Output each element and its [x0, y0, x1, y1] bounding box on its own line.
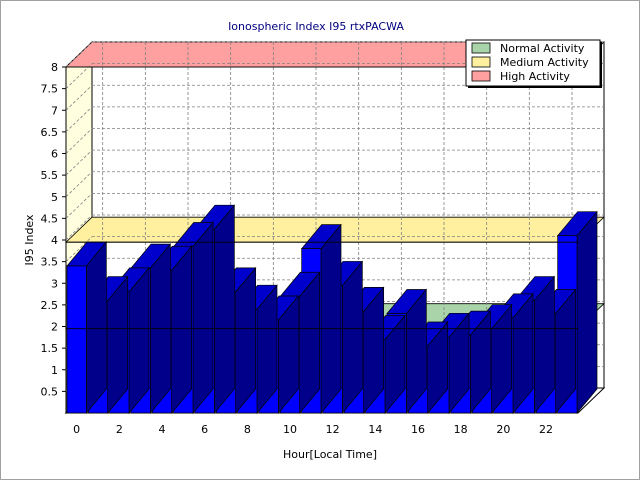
y-tick-label: 4 [51, 234, 58, 247]
y-tick-label: 8 [51, 61, 58, 74]
wall-gridline [65, 63, 93, 89]
legend-label-2: High Activity [500, 70, 570, 83]
y-axis-ticks: 0.5 1 1.5 2 2.5 3 3.5 4 4.5 5 5.5 6 6.5 7 7.5 8 [41, 61, 66, 398]
wall-gridline [65, 193, 93, 219]
wall-gridline [65, 214, 93, 241]
y-tick-label: 2 [51, 321, 58, 334]
x-tick-label: 22 [539, 423, 553, 436]
bar-side [192, 221, 214, 414]
y-tick-label: 2.5 [41, 299, 59, 312]
wall-gridline [65, 236, 93, 262]
bar-side [341, 260, 363, 414]
bar-side [213, 204, 235, 414]
legend-swatch-1 [471, 56, 491, 68]
bar-side [299, 271, 321, 414]
x-axis-label: Hour[Local Time] [283, 448, 377, 461]
y-tick-label: 5 [51, 191, 58, 204]
x-tick-label: 16 [411, 423, 425, 436]
y-tick-label: 5.5 [41, 169, 59, 182]
x-tick-label: 10 [283, 423, 297, 436]
x-axis-ticks: 0 2 4 6 8 10 12 14 16 18 20 22 [73, 423, 553, 436]
y-tick-label: 6.5 [41, 126, 59, 139]
bar-front [66, 265, 87, 414]
wall-gridline [65, 106, 93, 133]
x-tick-label: 18 [454, 423, 468, 436]
legend-label-1: Medium Activity [500, 56, 589, 69]
bar-side [128, 266, 150, 414]
bar-side [85, 240, 107, 414]
legend-swatch-0 [471, 42, 491, 54]
bar-hour-0 [66, 240, 108, 414]
y-tick-label: 7 [51, 104, 58, 117]
bar-side [235, 266, 257, 414]
wall-gridline [65, 84, 93, 111]
x-tick-label: 6 [201, 423, 208, 436]
y-tick-label: 1.5 [41, 342, 59, 355]
y-tick-label: 6 [51, 148, 58, 161]
x-tick-label: 8 [244, 423, 251, 436]
y-tick-label: 0.5 [41, 385, 59, 398]
bar-hour-23 [556, 210, 598, 414]
bar-series [66, 204, 598, 414]
y-tick-label: 7.5 [41, 83, 59, 96]
x-tick-label: 0 [73, 423, 80, 436]
chart-title: Ionospheric Index I95 rtxPACWA [228, 20, 404, 33]
x-tick-label: 4 [159, 423, 166, 436]
y-tick-label: 3.5 [41, 256, 59, 269]
x-tick-label: 12 [326, 423, 340, 436]
x-tick-label: 14 [368, 423, 382, 436]
wall-gridline [65, 41, 93, 68]
bar-side [171, 245, 193, 414]
wall-gridline [65, 128, 93, 154]
wall-gridline [65, 149, 93, 176]
y-tick-label: 1 [51, 364, 58, 377]
legend-swatch-2 [471, 70, 491, 82]
bar-side [576, 210, 598, 414]
legend-label-0: Normal Activity [500, 42, 585, 55]
y-tick-label: 4.5 [41, 212, 59, 225]
x-tick-label: 20 [496, 423, 510, 436]
wall-gridline [65, 171, 93, 198]
y-tick-label: 3 [51, 277, 58, 290]
x-tick-label: 2 [116, 423, 123, 436]
bar-side [320, 223, 342, 414]
y-axis-label: I95 Index [23, 214, 36, 266]
